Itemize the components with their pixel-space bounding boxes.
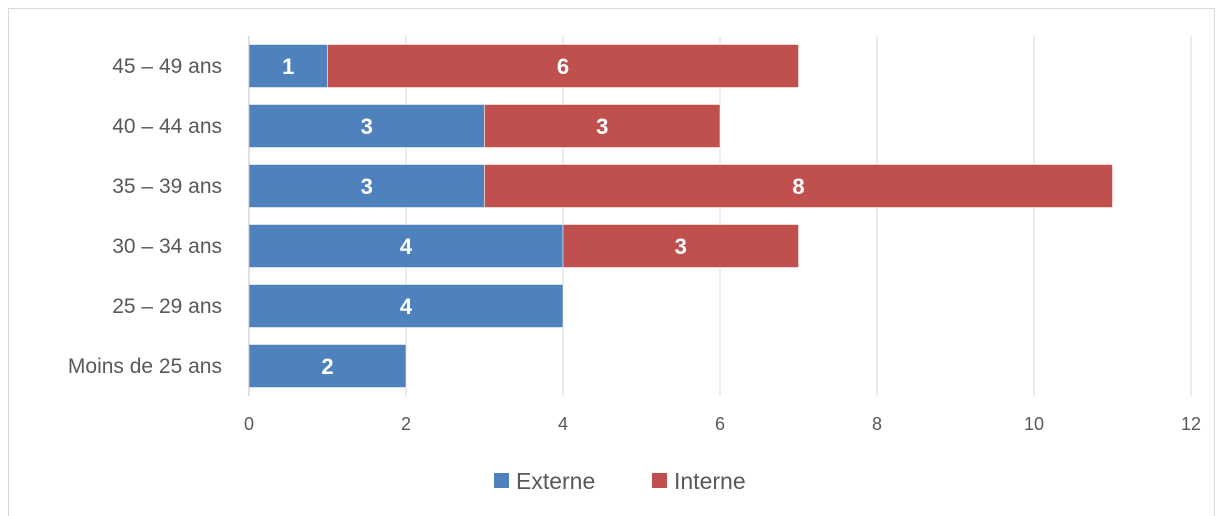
legend-label-externe: Externe bbox=[516, 468, 595, 494]
data-label-externe-40-44-ans: 3 bbox=[361, 114, 373, 139]
legend: Externe Interne bbox=[494, 468, 746, 494]
x-tick-label-12: 12 bbox=[1181, 414, 1201, 434]
category-label-30-34-ans: 30 – 34 ans bbox=[112, 235, 222, 258]
x-tick-label-0: 0 bbox=[244, 414, 254, 434]
x-tick-label-2: 2 bbox=[401, 414, 411, 434]
x-tick-label-10: 10 bbox=[1024, 414, 1044, 434]
category-label-35-39-ans: 35 – 39 ans bbox=[112, 175, 222, 198]
legend-swatch-interne bbox=[652, 473, 667, 488]
x-tick-label-4: 4 bbox=[558, 414, 568, 434]
data-label-interne-30-34-ans: 3 bbox=[675, 234, 687, 259]
data-label-externe-45-49-ans: 1 bbox=[282, 54, 294, 79]
data-label-externe-35-39-ans: 3 bbox=[361, 174, 373, 199]
data-label-externe-30-34-ans: 4 bbox=[400, 234, 413, 259]
legend-label-interne: Interne bbox=[674, 468, 746, 494]
data-label-externe-moins-de-25-ans: 2 bbox=[321, 354, 333, 379]
bars: 2 4 4 3 3 8 3 3 1 6 bbox=[249, 45, 1113, 388]
category-label-40-44-ans: 40 – 44 ans bbox=[112, 115, 222, 138]
x-tick-label-6: 6 bbox=[715, 414, 725, 434]
category-label-45-49-ans: 45 – 49 ans bbox=[112, 55, 222, 78]
data-label-externe-25-29-ans: 4 bbox=[400, 294, 413, 319]
grid-lines bbox=[249, 36, 1191, 396]
category-label-25-29-ans: 25 – 29 ans bbox=[112, 295, 222, 318]
category-label-moins-de-25-ans: Moins de 25 ans bbox=[68, 355, 222, 378]
data-label-interne-45-49-ans: 6 bbox=[557, 54, 569, 79]
legend-swatch-externe bbox=[494, 473, 509, 488]
data-label-interne-35-39-ans: 8 bbox=[792, 174, 804, 199]
x-tick-label-8: 8 bbox=[872, 414, 882, 434]
data-label-interne-40-44-ans: 3 bbox=[596, 114, 608, 139]
